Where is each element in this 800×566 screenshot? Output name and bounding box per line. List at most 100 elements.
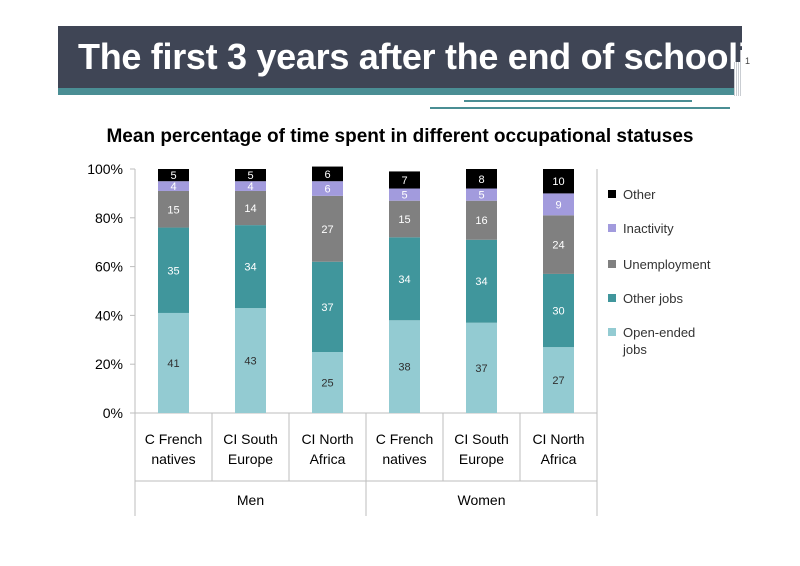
- bar-segment: [543, 347, 574, 413]
- decorative-line: [464, 100, 692, 102]
- bar-segment: [389, 320, 420, 413]
- legend-item: Unemployment: [608, 256, 711, 273]
- data-label: 27: [321, 224, 333, 236]
- bar-segment: [543, 273, 574, 348]
- data-label: 4: [247, 181, 253, 193]
- data-label: 15: [398, 214, 410, 226]
- data-label: 30: [552, 306, 564, 318]
- data-label: 34: [475, 276, 487, 288]
- bar-segment: [543, 169, 574, 194]
- bar-segment: [235, 181, 266, 191]
- slide-title: The first 3 years after the end of schoo…: [78, 36, 791, 77]
- data-label: 10: [552, 176, 564, 188]
- bar-segment: [158, 312, 189, 413]
- bar-segment: [235, 308, 266, 413]
- y-tick-label: 20%: [95, 356, 123, 372]
- data-label: 35: [167, 265, 179, 277]
- legend-label: Unemployment: [623, 257, 711, 272]
- data-label: 37: [475, 363, 487, 375]
- data-label: 5: [247, 170, 253, 182]
- data-label: 38: [398, 362, 410, 374]
- bar-segment: [312, 181, 343, 196]
- data-label: 9: [555, 199, 561, 211]
- legend-label: Other jobs: [623, 291, 683, 306]
- legend-label: Open-ended jobs: [623, 325, 696, 357]
- bar-segment: [466, 169, 497, 189]
- bar-segment: [312, 352, 343, 413]
- bar-segment: [389, 188, 420, 201]
- category-label: C French: [376, 431, 434, 447]
- bar-segment: [389, 200, 420, 238]
- bar-segment: [466, 239, 497, 323]
- legend-item: Inactivity: [608, 220, 703, 237]
- data-label: 6: [324, 184, 330, 196]
- category-label: C French: [145, 431, 203, 447]
- data-label: 4: [170, 181, 176, 193]
- data-label: 15: [167, 204, 179, 216]
- data-label: 27: [552, 375, 564, 387]
- decorative-line: [430, 107, 730, 109]
- data-label: 24: [552, 240, 564, 252]
- data-label: 16: [475, 215, 487, 227]
- bar-segment: [158, 190, 189, 228]
- category-label: natives: [151, 451, 195, 467]
- category-label: CI North: [301, 431, 353, 447]
- category-label: CI North: [532, 431, 584, 447]
- bar-segment: [312, 261, 343, 352]
- data-label: 5: [401, 190, 407, 202]
- bar-segment: [312, 195, 343, 262]
- legend-swatch: [608, 190, 616, 198]
- title-bar: [58, 26, 742, 88]
- legend-swatch: [608, 224, 616, 232]
- data-label: 34: [398, 274, 410, 286]
- category-label: CI South: [454, 431, 508, 447]
- data-label: 8: [478, 174, 484, 186]
- y-tick-label: 100%: [87, 161, 123, 177]
- group-label: Men: [237, 492, 264, 508]
- legend-label: Other: [623, 187, 656, 202]
- legend-swatch: [608, 260, 616, 268]
- y-tick-label: 0%: [103, 405, 123, 421]
- data-label: 14: [244, 203, 256, 215]
- category-label: natives: [382, 451, 426, 467]
- bar-segment: [158, 169, 189, 182]
- data-label: 37: [321, 302, 333, 314]
- decorative-hatch: [734, 62, 742, 96]
- bar-segment: [543, 193, 574, 216]
- category-label: Africa: [310, 451, 346, 467]
- legend-swatch: [608, 294, 616, 302]
- legend-swatch: [608, 328, 616, 336]
- data-label: 43: [244, 356, 256, 368]
- data-label: 41: [167, 358, 179, 370]
- data-label: 5: [478, 190, 484, 202]
- data-label: 25: [321, 378, 333, 390]
- bar-segment: [466, 188, 497, 201]
- legend-item: Other: [608, 186, 703, 203]
- y-tick-label: 80%: [95, 210, 123, 226]
- legend-item: Other jobs: [608, 290, 703, 307]
- bar-segment: [466, 200, 497, 240]
- category-label: Europe: [459, 451, 504, 467]
- bar-segment: [389, 171, 420, 189]
- bar-segment: [466, 322, 497, 413]
- category-label: CI South: [223, 431, 277, 447]
- bar-segment: [235, 190, 266, 226]
- bar-segment: [235, 169, 266, 182]
- data-label: 6: [324, 169, 330, 181]
- bar-segment: [235, 225, 266, 309]
- legend-label: Inactivity: [623, 221, 674, 236]
- title-accent-band: [58, 88, 742, 95]
- bar-segment: [543, 215, 574, 274]
- y-tick-label: 40%: [95, 307, 123, 323]
- data-label: 34: [244, 262, 256, 274]
- bar-segment: [312, 166, 343, 182]
- chart-title: Mean percentage of time spent in differe…: [106, 126, 694, 147]
- bar-segment: [158, 227, 189, 313]
- category-label: Africa: [541, 451, 577, 467]
- legend-item: Open-ended jobs: [608, 324, 703, 358]
- corner-mark: 1: [745, 56, 751, 66]
- bar-segment: [158, 181, 189, 191]
- group-label: Women: [458, 492, 506, 508]
- bar-segment: [389, 237, 420, 321]
